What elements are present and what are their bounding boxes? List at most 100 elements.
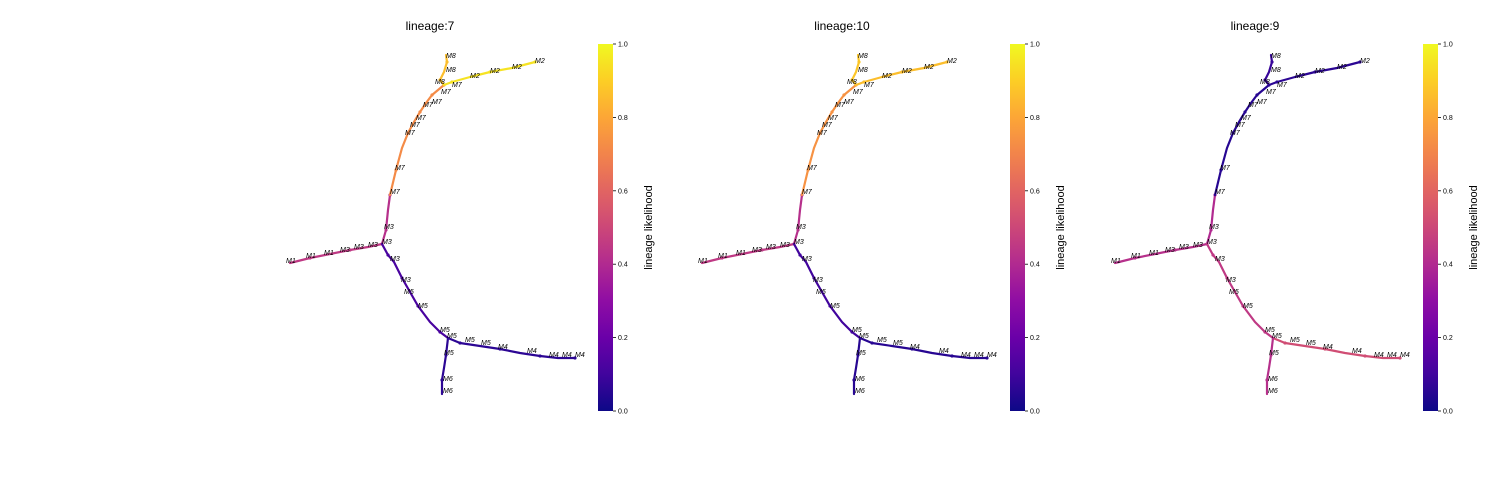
node-label: M7 xyxy=(828,115,839,122)
node-label: M2 xyxy=(1360,58,1370,65)
node-label: M4 xyxy=(549,352,559,359)
node-label: M8 xyxy=(847,79,857,86)
node-label: M5 xyxy=(1265,327,1275,334)
node-label: M3 xyxy=(354,244,364,251)
node-label: M5 xyxy=(418,303,428,310)
node-label: M3 xyxy=(1207,239,1217,246)
trajectory-node xyxy=(384,228,388,232)
node-label: M2 xyxy=(490,68,500,75)
node-label: M5 xyxy=(481,340,491,347)
trajectory-node xyxy=(450,80,454,84)
node-label: M7 xyxy=(1241,115,1252,122)
colorbar: 0.0 0.2 0.4 0.6 0.8 1.0 lineage likelihood xyxy=(1423,42,1480,416)
node-label: M7 xyxy=(1248,102,1259,109)
branch-m6 xyxy=(1265,336,1275,396)
node-label: M2 xyxy=(1337,64,1347,71)
trajectory-node xyxy=(842,93,846,97)
node-label: M7 xyxy=(802,189,813,196)
node-label: M7 xyxy=(1215,189,1226,196)
colorbar-tick-label: 0.0 xyxy=(1443,409,1453,416)
colorbar-tick-label: 1.0 xyxy=(1030,42,1040,49)
node-label: M7 xyxy=(405,130,416,137)
node-label: M3 xyxy=(796,224,806,231)
node-label: M4 xyxy=(575,352,585,359)
trajectory-node xyxy=(850,330,854,334)
colorbar-tick-label: 0.4 xyxy=(1443,262,1453,269)
node-label: M5 xyxy=(404,289,414,296)
node-label: M4 xyxy=(987,352,997,359)
branch-m7 xyxy=(1213,83,1271,197)
branch-m7 xyxy=(388,83,446,197)
node-label: M5 xyxy=(1243,303,1253,310)
node-label: M2 xyxy=(902,68,912,75)
trajectory-node xyxy=(818,131,822,135)
node-label: M1 xyxy=(286,258,296,265)
colorbar-tick-label: 0.8 xyxy=(1030,115,1040,122)
trajectory-node xyxy=(418,110,422,114)
node-label: M8 xyxy=(1271,53,1281,60)
node-label: M3 xyxy=(766,244,776,251)
node-label: M8 xyxy=(858,53,868,60)
trajectory-node xyxy=(533,60,537,64)
colorbar-tick-label: 0.8 xyxy=(1443,115,1453,122)
node-label: M1 xyxy=(306,253,316,260)
node-label: M4 xyxy=(939,348,949,355)
node-label: M6 xyxy=(443,388,453,395)
node-label: M5 xyxy=(893,340,903,347)
colorbar-tick-label: 0.6 xyxy=(1443,188,1453,195)
trajectory-node xyxy=(852,378,856,382)
node-label: M8 xyxy=(446,53,456,60)
node-label: M1 xyxy=(698,258,708,265)
node-label: M5 xyxy=(816,289,826,296)
node-label: M7 xyxy=(844,99,855,106)
node-label: M3 xyxy=(794,239,804,246)
trajectory-node xyxy=(900,70,904,74)
colorbar-tick-label: 0.2 xyxy=(1443,335,1453,342)
colorbar-tick-label: 0.6 xyxy=(1030,188,1040,195)
node-label: M5 xyxy=(877,337,887,344)
trajectory-node xyxy=(538,354,542,358)
node-label: M4 xyxy=(961,352,971,359)
trajectory-node xyxy=(445,60,449,64)
colorbar-gradient xyxy=(1423,44,1438,411)
trajectory-node xyxy=(444,353,448,357)
node-label: M5 xyxy=(1290,337,1300,344)
node-label: M8 xyxy=(1260,79,1270,86)
colorbar-tick-label: 1.0 xyxy=(618,42,628,49)
node-label: M3 xyxy=(1226,277,1236,284)
node-label: M8 xyxy=(1271,67,1281,74)
trajectory-node xyxy=(856,353,860,357)
trajectory-node xyxy=(798,253,802,257)
trajectory-node xyxy=(1265,378,1269,382)
node-label: M2 xyxy=(1295,73,1305,80)
node-label: M5 xyxy=(859,333,869,340)
node-label: M5 xyxy=(1229,289,1239,296)
branch-m8 xyxy=(438,53,449,87)
node-label: M7 xyxy=(441,89,452,96)
branch-m3a xyxy=(792,193,804,246)
node-label: M6 xyxy=(855,388,865,395)
branch-m8 xyxy=(1263,53,1274,87)
node-label: M7 xyxy=(1257,99,1268,106)
node-label: M7 xyxy=(807,165,818,172)
node-label: M8 xyxy=(435,79,445,86)
node-label: M5 xyxy=(856,350,866,357)
node-label: M2 xyxy=(470,73,480,80)
node-label: M7 xyxy=(395,165,406,172)
trajectory-node xyxy=(498,347,502,351)
node-label: M8 xyxy=(446,67,456,74)
trajectory-node xyxy=(458,341,462,345)
trajectory-node xyxy=(828,304,832,308)
node-label: M7 xyxy=(423,102,434,109)
node-label: M1 xyxy=(1131,253,1141,260)
node-label: M6 xyxy=(443,376,453,383)
trajectory-node xyxy=(1398,356,1402,360)
node-label: M7 xyxy=(390,189,401,196)
colorbar-tick-label: 0.4 xyxy=(1030,262,1040,269)
branch-m7 xyxy=(800,83,858,197)
node-label: M4 xyxy=(910,344,920,351)
branch-m5 xyxy=(1271,336,1402,360)
colorbar-tick-label: 0.0 xyxy=(1030,409,1040,416)
trajectory-node xyxy=(438,78,442,82)
